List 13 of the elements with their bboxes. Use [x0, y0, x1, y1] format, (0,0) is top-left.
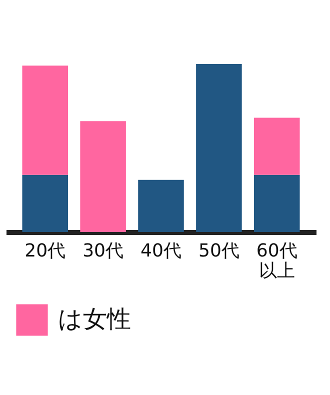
legend-label: は女性	[58, 305, 131, 333]
x-tick-label: 40代	[140, 240, 182, 262]
bar	[22, 66, 68, 175]
bar	[254, 174, 300, 232]
x-tick-label: 60代以上	[256, 240, 298, 282]
x-tick-label: 20代	[24, 240, 66, 262]
bar	[138, 180, 184, 232]
bar	[254, 118, 300, 175]
bar	[196, 64, 242, 232]
x-tick-label: 50代	[198, 240, 240, 262]
x-tick-label: 30代	[82, 240, 124, 262]
bar	[22, 174, 68, 232]
bar	[80, 121, 126, 232]
